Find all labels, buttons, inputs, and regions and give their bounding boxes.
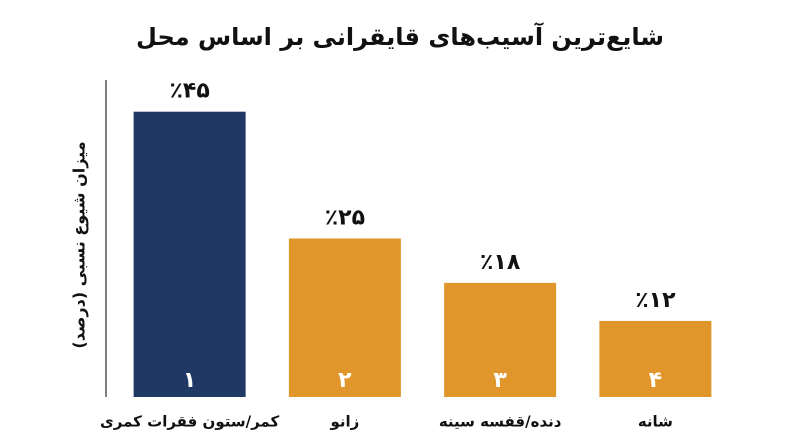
x-tick-label: کمر/ستون فقرات کمری <box>100 413 279 431</box>
bar <box>599 320 712 397</box>
value-label: ٪۱۲ <box>635 288 676 313</box>
rank-label: ۱ <box>183 368 196 393</box>
bar <box>133 111 246 397</box>
rank-label: ۴ <box>649 368 662 393</box>
rank-label: ۲ <box>338 368 352 393</box>
rank-label: ۳ <box>493 368 507 393</box>
x-tick-label: زانو <box>329 413 359 431</box>
x-tick-label: دنده/قفسه سینه <box>439 413 562 431</box>
y-axis-label: میزان شیوع نسبی (درصد) <box>70 141 89 348</box>
value-label: ٪۲۵ <box>325 206 365 231</box>
x-tick-label: شانه <box>638 413 673 431</box>
bar <box>288 238 401 397</box>
bar <box>444 282 557 397</box>
chart-title: شایع‌ترین آسیب‌های قایقرانی بر اساس محل <box>136 22 664 51</box>
value-label: ٪۱۸ <box>480 250 521 275</box>
value-label: ٪۴۵ <box>169 79 209 104</box>
